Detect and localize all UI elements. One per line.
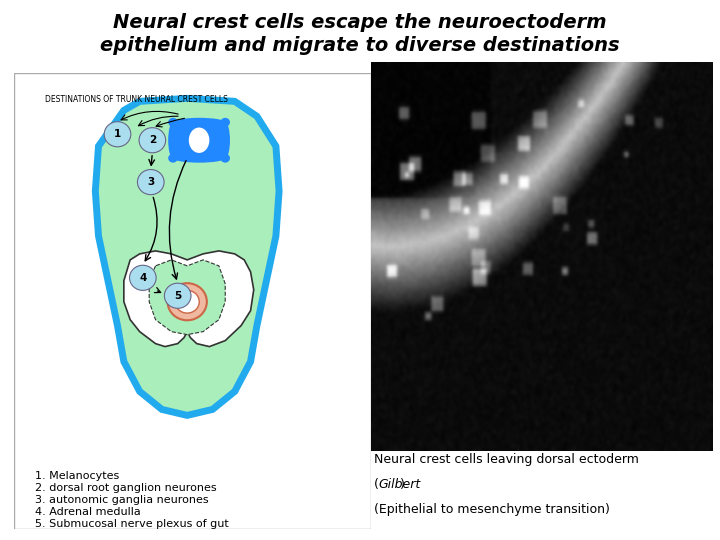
Text: 4: 4	[139, 273, 147, 283]
Text: 5: 5	[174, 291, 181, 301]
Text: (Epithelial to mesenchyme transition): (Epithelial to mesenchyme transition)	[374, 503, 610, 516]
Circle shape	[138, 170, 164, 194]
Ellipse shape	[189, 127, 210, 153]
Text: 5. Submucosal nerve plexus of gut: 5. Submucosal nerve plexus of gut	[35, 518, 229, 529]
Text: 2. dorsal root ganglion neurones: 2. dorsal root ganglion neurones	[35, 483, 217, 493]
Circle shape	[168, 154, 178, 163]
FancyBboxPatch shape	[14, 73, 371, 529]
Circle shape	[168, 118, 178, 127]
Circle shape	[139, 127, 166, 153]
Circle shape	[220, 154, 230, 163]
Polygon shape	[149, 260, 225, 335]
Text: Gilbert: Gilbert	[378, 478, 420, 491]
Polygon shape	[124, 251, 253, 347]
Text: 4. Adrenal medulla: 4. Adrenal medulla	[35, 507, 141, 517]
Circle shape	[220, 118, 230, 127]
Text: 1: 1	[114, 129, 121, 139]
Text: ): )	[400, 478, 405, 491]
Circle shape	[175, 291, 199, 313]
Ellipse shape	[220, 122, 230, 158]
Text: 3: 3	[147, 177, 154, 187]
Polygon shape	[95, 98, 279, 415]
Circle shape	[168, 283, 207, 320]
Circle shape	[164, 283, 191, 308]
Text: Neural crest cells escape the neuroectoderm
epithelium and migrate to diverse de: Neural crest cells escape the neuroectod…	[100, 14, 620, 55]
Text: (: (	[374, 478, 379, 491]
Text: 2: 2	[149, 135, 156, 145]
Text: 3. autonomic ganglia neurones: 3. autonomic ganglia neurones	[35, 495, 209, 505]
Text: DESTINATIONS OF TRUNK NEURAL CREST CELLS: DESTINATIONS OF TRUNK NEURAL CREST CELLS	[45, 96, 228, 104]
Ellipse shape	[173, 154, 225, 163]
Ellipse shape	[168, 122, 178, 158]
Text: 1. Melanocytes: 1. Melanocytes	[35, 471, 120, 481]
Text: Neural crest cells leaving dorsal ectoderm: Neural crest cells leaving dorsal ectode…	[374, 453, 639, 465]
Ellipse shape	[173, 118, 225, 127]
Polygon shape	[173, 122, 225, 158]
Circle shape	[130, 265, 156, 291]
Circle shape	[104, 122, 131, 147]
